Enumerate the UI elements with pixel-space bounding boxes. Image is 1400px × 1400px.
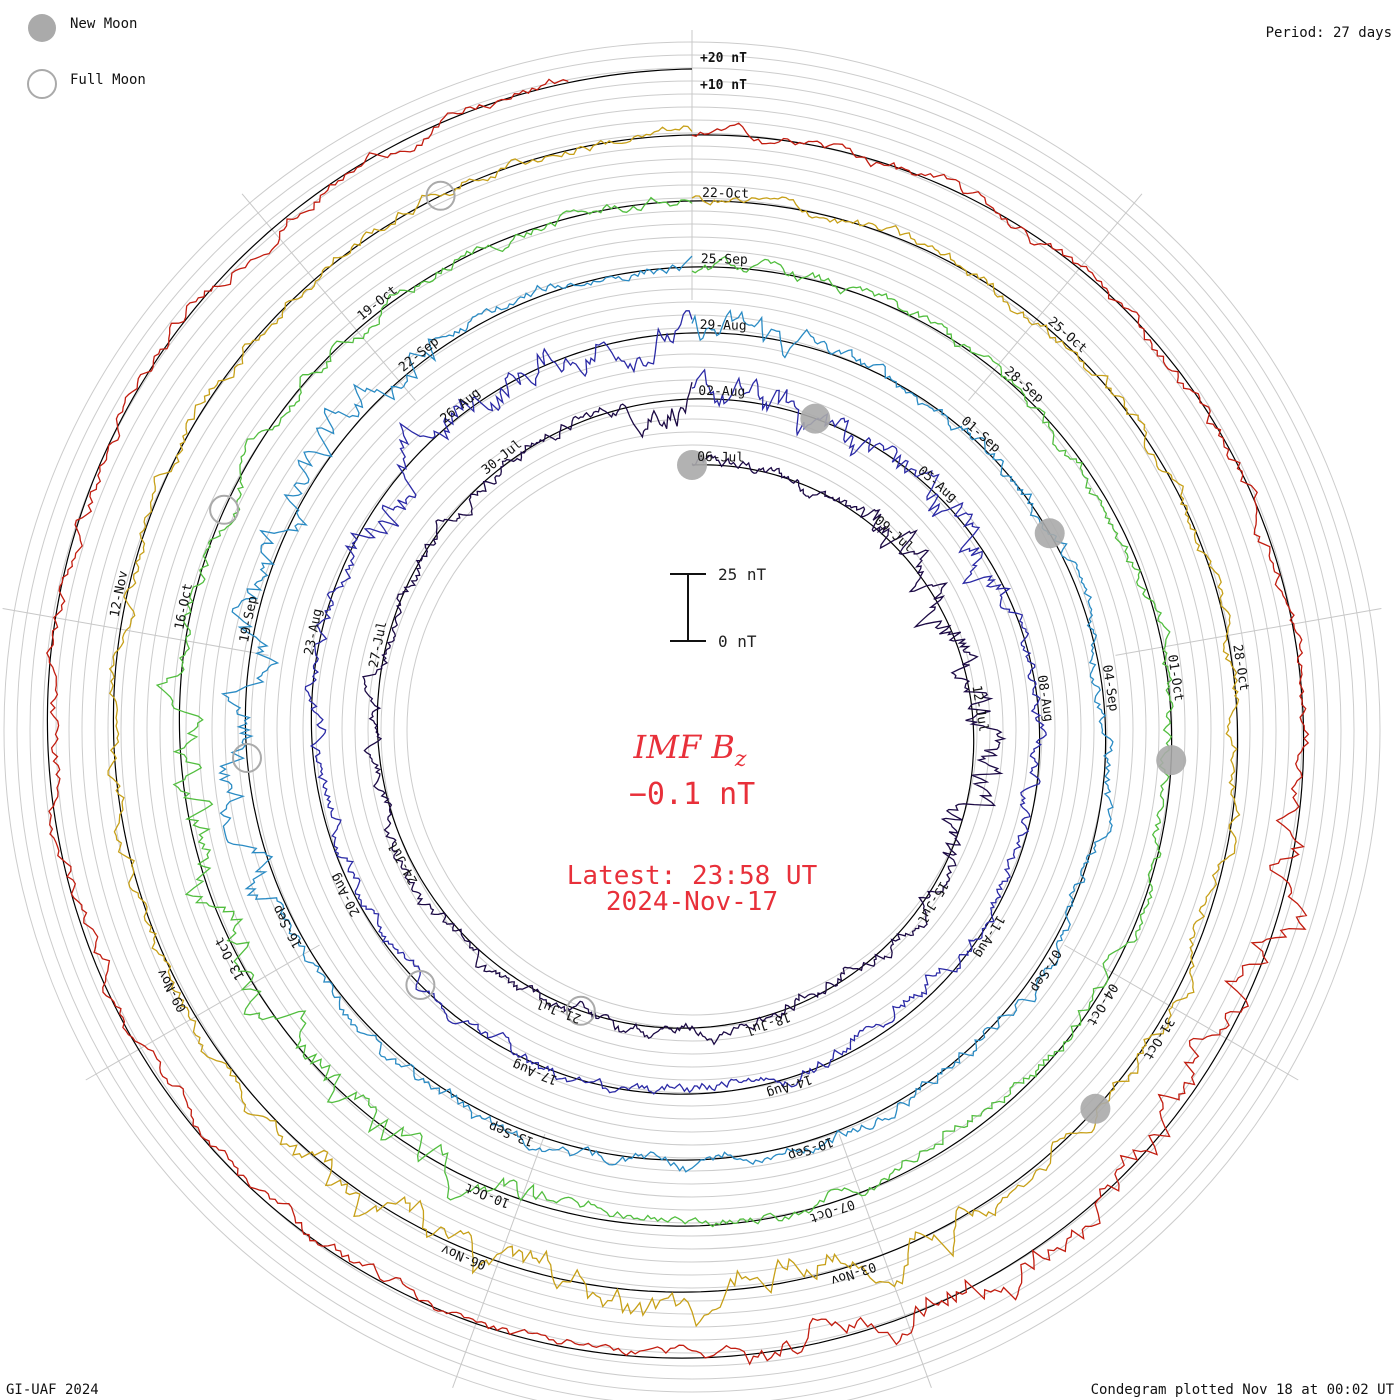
credit-label: GI-UAF 2024 bbox=[6, 1382, 99, 1398]
date-label: 17-Aug bbox=[511, 1056, 560, 1087]
date-label: 09-Jul bbox=[871, 513, 916, 555]
grid-spoke bbox=[1115, 607, 1382, 656]
series-layer bbox=[46, 78, 1310, 1366]
latest-date: 2024-Nov-17 bbox=[606, 887, 778, 917]
grid-spoke bbox=[2, 607, 269, 656]
grid-spoke bbox=[452, 1133, 546, 1388]
scale-top-label: 25 nT bbox=[718, 565, 767, 584]
new-moon-marker bbox=[800, 403, 831, 434]
plus-20-label: +20 nT bbox=[700, 51, 747, 66]
date-label: 13-Sep bbox=[487, 1118, 536, 1149]
new-moon-legend-label: New Moon bbox=[70, 16, 137, 32]
grid-ring bbox=[289, 327, 1095, 1133]
moon-layer bbox=[209, 180, 1187, 1124]
grid-spoke bbox=[241, 193, 416, 401]
date-label: 14-Aug bbox=[764, 1071, 813, 1100]
grid-spoke bbox=[838, 1133, 932, 1388]
date-label: 22-Sep bbox=[396, 334, 442, 375]
grid-spoke bbox=[85, 944, 320, 1081]
date-label: 25-Sep bbox=[701, 252, 748, 268]
date-label: 19-Oct bbox=[355, 283, 401, 324]
date-label: 28-Sep bbox=[1001, 364, 1046, 406]
date-label: 06-Jul bbox=[697, 450, 744, 466]
date-label: 10-Oct bbox=[463, 1179, 512, 1210]
full-moon-marker bbox=[565, 995, 596, 1026]
date-label: 31-Oct bbox=[1140, 1015, 1177, 1063]
date-label: 22-Oct bbox=[702, 186, 749, 202]
baseline-spiral bbox=[46, 68, 1305, 1359]
new-moon-marker bbox=[1034, 518, 1065, 549]
date-label: 10-Sep bbox=[786, 1134, 835, 1163]
grid-ring bbox=[328, 366, 1056, 1094]
date-label: 12-Jul bbox=[968, 684, 990, 733]
date-label: 07-Sep bbox=[1027, 946, 1064, 994]
date-label: 08-Aug bbox=[1034, 674, 1056, 723]
grid-ring bbox=[406, 444, 978, 1016]
legend: New Moon Full Moon bbox=[27, 14, 146, 99]
date-label: 01-Oct bbox=[1164, 654, 1186, 703]
grid-ring bbox=[367, 405, 1017, 1055]
date-label: 07-Oct bbox=[807, 1196, 856, 1225]
series-rotation-1 bbox=[362, 382, 1007, 1046]
date-label: 28-Oct bbox=[1229, 643, 1251, 692]
plotted-label: Condegram plotted Nov 18 at 00:02 UT bbox=[1091, 1382, 1395, 1398]
scale-bottom-label: 0 nT bbox=[718, 632, 757, 651]
grid-layer bbox=[2, 30, 1382, 1400]
series-rotation-5 bbox=[107, 125, 1241, 1328]
new-moon-legend-icon bbox=[28, 14, 56, 42]
series-rotation-6 bbox=[46, 78, 1310, 1366]
full-moon-marker bbox=[232, 743, 262, 773]
new-moon-marker bbox=[677, 450, 707, 480]
date-label: 04-Sep bbox=[1099, 664, 1121, 713]
new-moon-marker bbox=[1156, 745, 1187, 776]
new-moon-marker bbox=[1080, 1093, 1111, 1124]
date-label: 11-Aug bbox=[970, 912, 1007, 960]
date-label: 21-Jul bbox=[534, 995, 583, 1026]
date-label: 18-Jul bbox=[743, 1009, 792, 1038]
grid-ring bbox=[380, 418, 1004, 1042]
series-rotation-4 bbox=[155, 196, 1174, 1228]
full-moon-marker bbox=[209, 494, 240, 525]
latest-time: Latest: 23:58 UT bbox=[567, 861, 818, 891]
full-moon-marker bbox=[405, 970, 436, 1000]
date-label: 29-Aug bbox=[700, 318, 747, 334]
grid-ring bbox=[354, 392, 1030, 1068]
date-label: 12-Nov bbox=[108, 569, 132, 618]
plus-10-label: +10 nT bbox=[700, 78, 747, 93]
full-moon-legend-label: Full Moon bbox=[70, 72, 146, 88]
grid-ring bbox=[341, 379, 1043, 1081]
grid-ring bbox=[276, 314, 1108, 1146]
date-label: 25-Oct bbox=[1045, 314, 1090, 356]
grid-ring bbox=[263, 301, 1121, 1159]
full-moon-marker bbox=[425, 180, 456, 211]
current-value: −0.1 nT bbox=[629, 777, 755, 812]
scale-bar: 25 nT 0 nT bbox=[670, 565, 767, 651]
period-label: Period: 27 days bbox=[1266, 25, 1392, 41]
grid-ring bbox=[315, 353, 1069, 1107]
full-moon-legend-icon bbox=[27, 69, 57, 99]
grid-spoke bbox=[968, 193, 1143, 401]
series-rotation-2 bbox=[304, 310, 1047, 1095]
center-title: IMF Bz bbox=[633, 728, 747, 772]
baseline-layer bbox=[46, 68, 1305, 1359]
grid-ring bbox=[302, 340, 1082, 1120]
date-label: 02-Aug bbox=[698, 384, 745, 400]
